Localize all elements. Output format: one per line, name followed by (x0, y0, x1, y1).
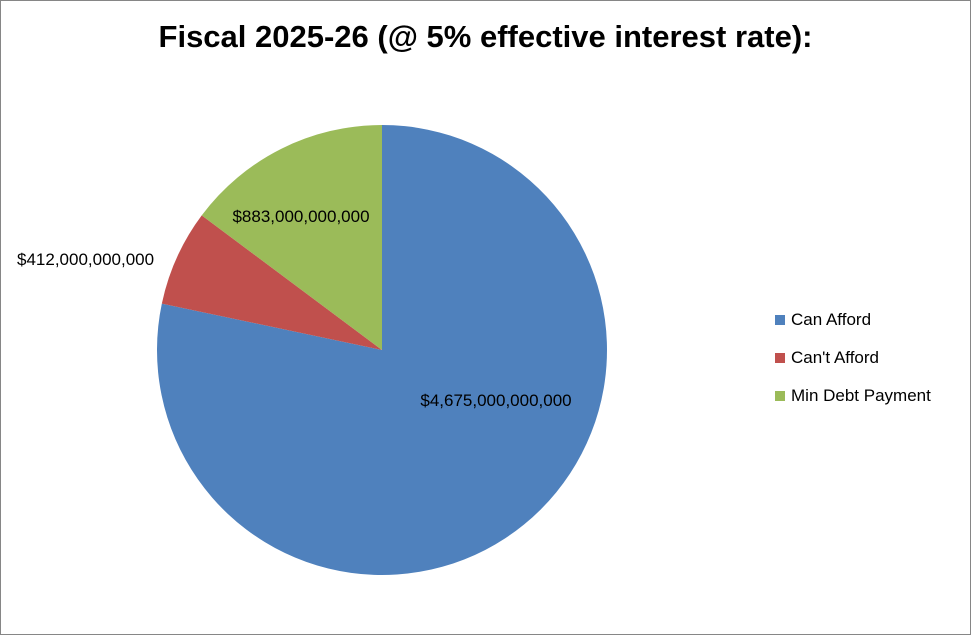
legend-item-can-afford: Can Afford (775, 301, 931, 339)
legend-swatch (775, 315, 785, 325)
legend-label: Can't Afford (791, 348, 879, 367)
data-label-can-afford: $4,675,000,000,000 (420, 391, 571, 410)
data-label-min-debt-payment: $883,000,000,000 (232, 207, 369, 226)
legend-item-min-debt-payment: Min Debt Payment (775, 377, 931, 415)
legend-label: Min Debt Payment (791, 386, 931, 405)
legend-swatch (775, 353, 785, 363)
pie-slice-can-afford (156, 125, 607, 575)
pie-slices (156, 125, 607, 575)
pie-slice-can-t-afford (161, 215, 382, 350)
pie-labels: $4,675,000,000,000 $412,000,000,000 $883,0… (17, 207, 572, 410)
chart-title: Fiscal 2025-26 (@ 5% effective interest … (158, 19, 813, 54)
legend: Can Afford Can't Afford Min Debt Payment (775, 301, 931, 415)
legend-label: Can Afford (791, 310, 872, 329)
legend-item-can-t-afford: Can't Afford (775, 339, 931, 377)
pie-slice-min-debt-payment (201, 125, 382, 350)
data-label-can-t-afford: $412,000,000,000 (17, 250, 154, 269)
legend-swatch (775, 391, 785, 401)
